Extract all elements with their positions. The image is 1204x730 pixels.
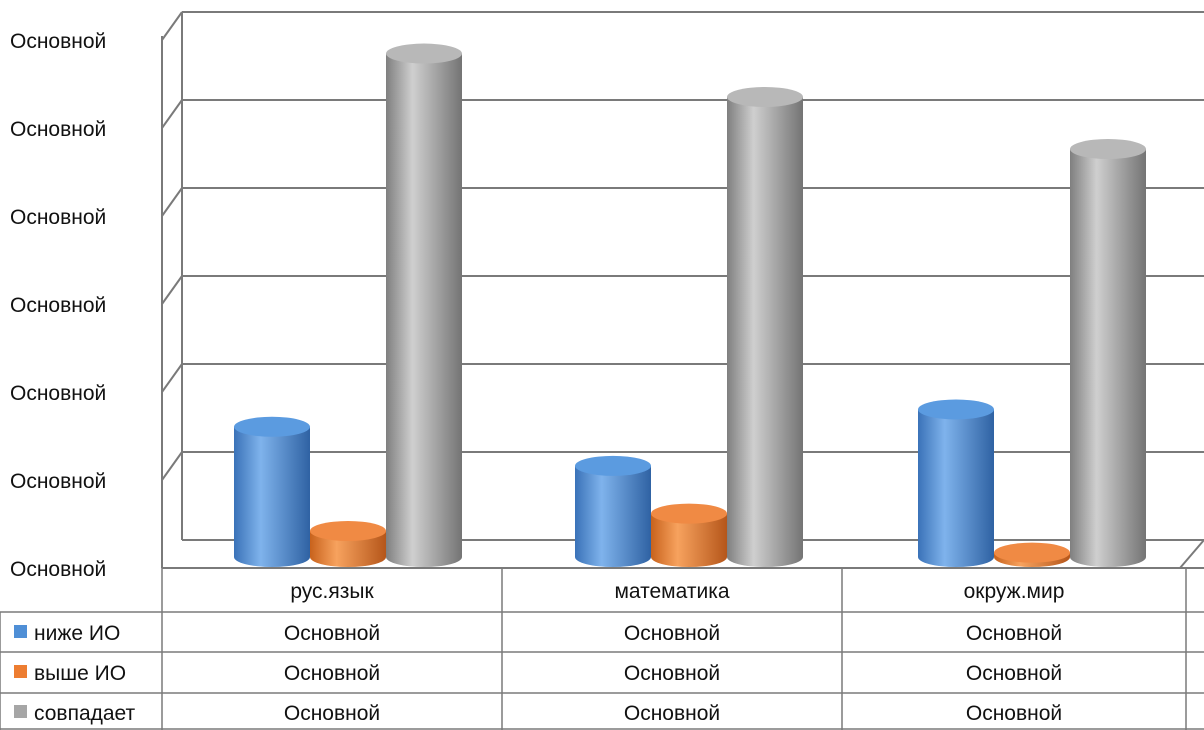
legend-swatch [14,705,27,718]
bar [575,455,651,567]
y-tick-label: Основной [10,118,106,141]
x-category-label: окруж.мир [964,580,1065,603]
table-cell: Основной [624,622,720,645]
table-cell: Основной [284,622,380,645]
bar-body [918,409,994,567]
floor-right-edge [1179,539,1204,569]
bar-top [651,503,727,524]
bar-body [651,513,727,567]
gridline-side [161,99,183,129]
table-cell: Основной [284,702,380,725]
bar [1070,139,1146,568]
gridline-side [161,187,183,217]
bar-top [575,455,651,476]
table-cell: Основной [966,622,1062,645]
y-tick-label: Основной [10,30,106,53]
bar-top [918,399,994,420]
bar-top [994,542,1070,563]
legend-swatch [14,625,27,638]
bars [234,43,1146,568]
bar [727,86,803,568]
plot-frame [161,12,1204,569]
y-tick-label: Основной [10,382,106,405]
bar [386,43,462,568]
bar-body [1070,149,1146,568]
bar [310,520,386,567]
bar-top [234,416,310,437]
table-cell: Основной [966,702,1062,725]
legend-label: ниже ИО [34,622,120,645]
bar-top [1070,139,1146,160]
bar [651,503,727,567]
gridline-side [161,275,183,305]
table-cell: Основной [284,662,380,685]
bar [994,542,1070,567]
x-category-label: математика [614,580,729,603]
y-tick-label: Основной [10,470,106,493]
y-tick-label: Основной [10,206,106,229]
table-cell: Основной [624,702,720,725]
y-tick-label: Основной [10,558,106,581]
gridline-side [161,11,183,41]
bar [918,399,994,567]
table-cell: Основной [624,662,720,685]
legend-label: выше ИО [34,662,126,685]
gridline-side [161,363,183,393]
y-tick-label: Основной [10,294,106,317]
table-cell: Основной [966,662,1062,685]
x-category-label: рус.язык [290,580,374,603]
bar-body [575,465,651,567]
legend-label: совпадает [34,702,136,725]
data-table: рус.язык математика окруж.мир ниже ИО Основн… [14,580,1064,725]
bar-body [727,96,803,568]
legend-swatch [14,665,27,678]
bar-top [386,43,462,64]
y-axis-tick-labels: Основной Основной Основной Основной Основной… [10,30,106,581]
bar-body [310,530,386,567]
bar-body [386,53,462,568]
bar-top [310,520,386,541]
gridlines [161,11,1204,481]
gridline-side [161,451,183,481]
bar-body [234,426,310,567]
bar-top [727,86,803,107]
bar [234,416,310,567]
data-table-grid [0,568,1204,730]
